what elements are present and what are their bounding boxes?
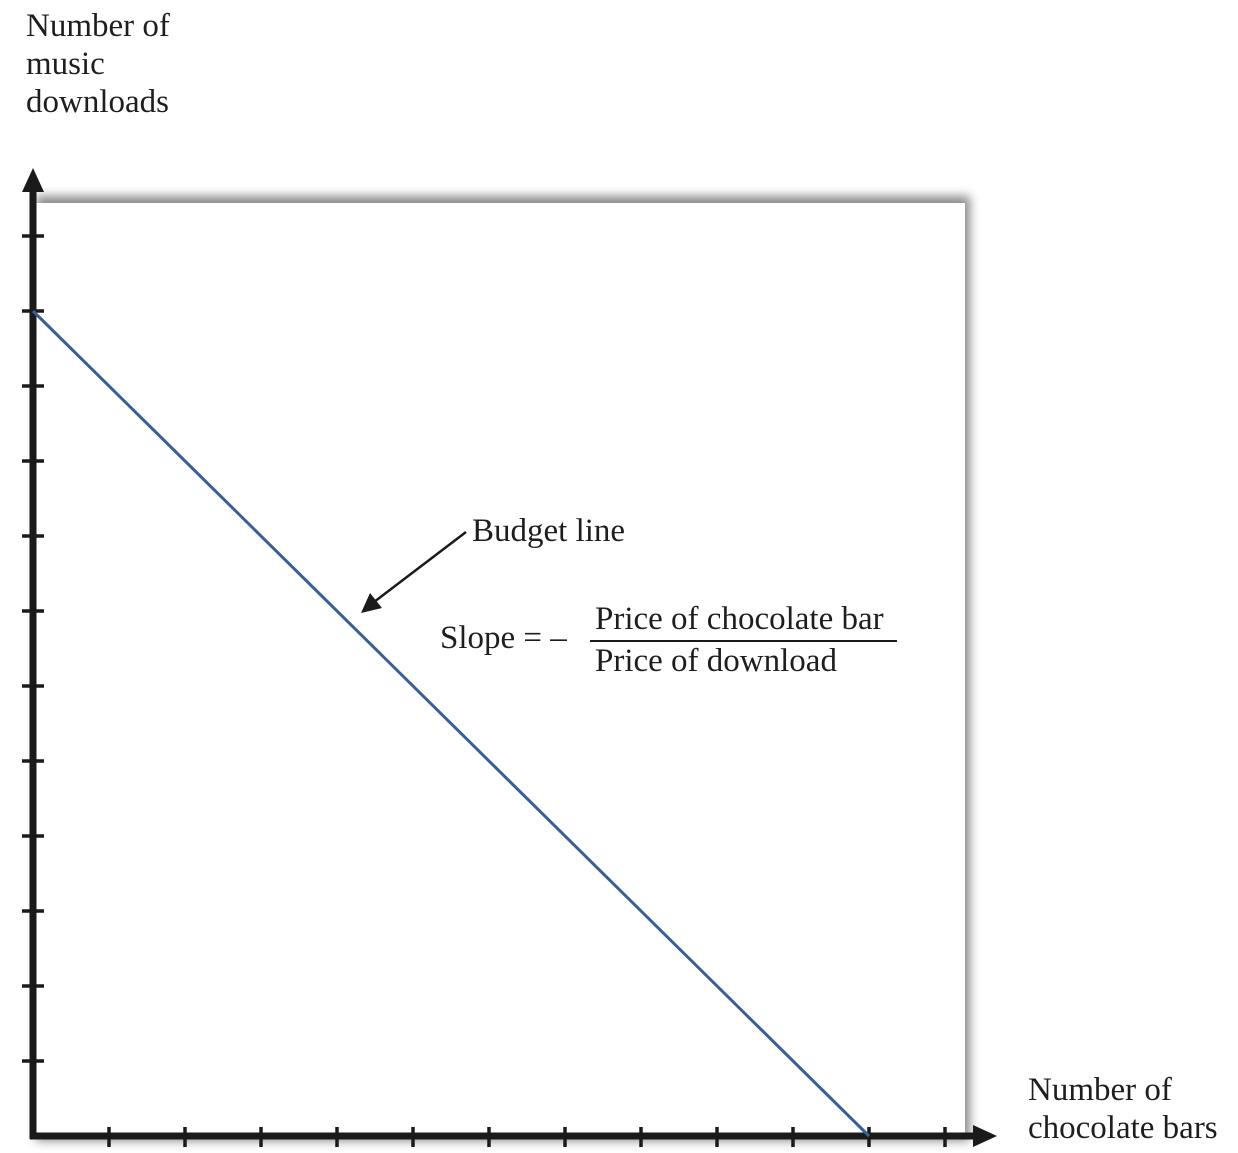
- y-axis-label: Number of music downloads: [26, 7, 170, 121]
- budget-line-pointer-arrowhead: [361, 593, 382, 613]
- x-axis-label: Number of chocolate bars: [1028, 1071, 1218, 1147]
- x-axis-label-line-1: Number of: [1028, 1072, 1172, 1108]
- slope-denominator: Price of download: [595, 643, 837, 679]
- y-axis-label-line-1: Number of: [26, 8, 170, 44]
- axes: [22, 168, 997, 1147]
- y-axis-label-line-3: downloads: [26, 84, 169, 120]
- plot-panel: [33, 203, 965, 1138]
- slope-numerator: Price of chocolate bar: [595, 601, 884, 637]
- series-layer: [31, 309, 871, 1138]
- x-axis-arrowhead: [973, 1125, 997, 1147]
- slope-prefix: Slope = –: [440, 620, 567, 656]
- series-line-budget-line: [31, 309, 871, 1138]
- y-axis-label-line-2: music: [26, 46, 105, 82]
- budget-line-label: Budget line: [472, 513, 626, 549]
- y-axis-arrowhead: [22, 168, 44, 192]
- x-axis-label-line-2: chocolate bars: [1028, 1110, 1218, 1146]
- budget-line-pointer-arrow: [373, 531, 467, 603]
